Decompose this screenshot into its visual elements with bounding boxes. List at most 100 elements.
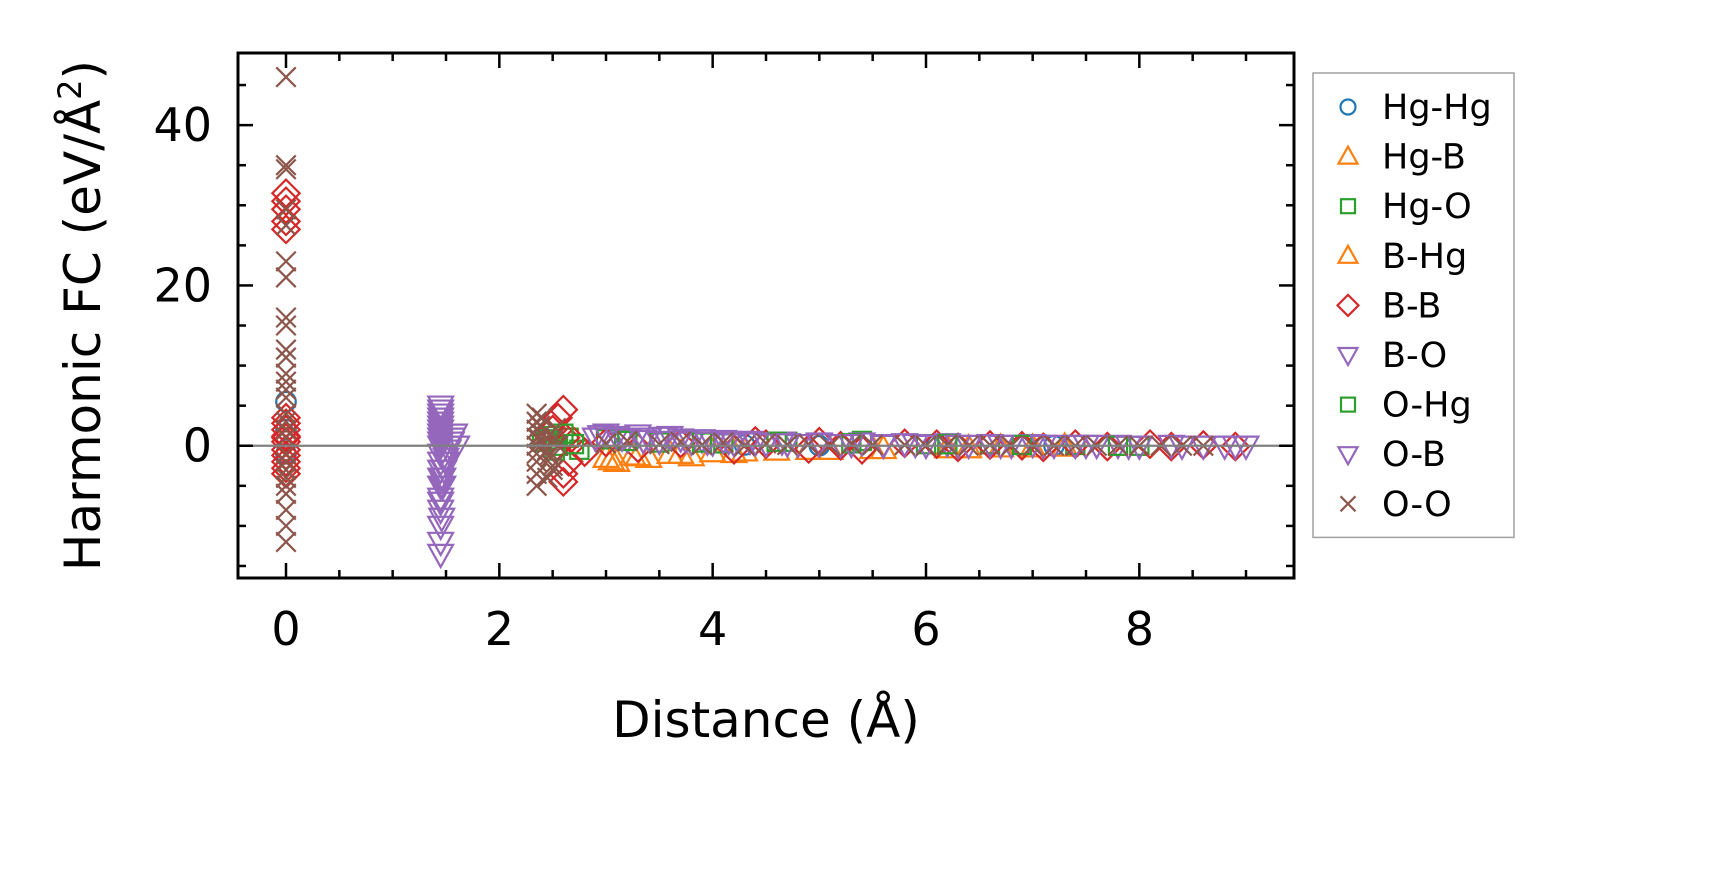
x-axis-label: Distance (Å) <box>612 691 920 749</box>
y-tick-label: 0 <box>183 419 212 473</box>
data-point <box>427 507 456 534</box>
data-point <box>275 387 297 409</box>
data-point <box>275 363 297 385</box>
legend: Hg-Hg Hg-B Hg-O B-Hg B-B B-O O-Hg O-B O-O <box>1312 72 1515 539</box>
data-point <box>270 414 302 445</box>
data-point <box>533 431 555 453</box>
data-point <box>1210 435 1239 462</box>
data-point <box>275 250 297 272</box>
data-point <box>275 158 297 180</box>
data-point <box>275 371 297 393</box>
data-point <box>563 433 585 455</box>
data-point <box>847 432 877 458</box>
legend-label: Hg-B <box>1382 138 1466 178</box>
data-point <box>741 432 770 458</box>
data-point <box>798 433 820 455</box>
legend-marker <box>1336 346 1360 368</box>
data-point <box>1092 431 1123 462</box>
data-point <box>548 394 579 425</box>
x-tick-label: 4 <box>698 602 727 656</box>
plot-frame <box>236 51 1296 580</box>
data-point <box>1189 435 1218 462</box>
data-point <box>275 214 297 236</box>
data-point <box>1071 434 1101 461</box>
data-point <box>426 491 455 518</box>
data-point <box>531 407 553 429</box>
data-point <box>428 475 458 502</box>
data-point <box>275 390 297 413</box>
data-point <box>542 459 564 481</box>
data-point <box>648 433 670 455</box>
data-point <box>275 475 297 497</box>
data-point <box>755 432 777 454</box>
legend-marker <box>1336 243 1360 264</box>
data-point <box>275 467 297 489</box>
y-tick-label: 20 <box>153 258 212 312</box>
legend-entry-hg-b: Hg-B <box>1336 138 1466 178</box>
legend-entry-o-b: O-B <box>1336 435 1446 475</box>
legend-marker <box>1339 98 1357 116</box>
data-point <box>586 425 615 451</box>
data-point <box>275 314 297 337</box>
data-point <box>426 499 455 526</box>
data-point <box>670 431 692 453</box>
legend-label: Hg-O <box>1382 187 1472 227</box>
data-point <box>793 433 824 465</box>
data-point <box>275 531 297 553</box>
y-axis-label-close: ) <box>54 60 112 80</box>
y-axis-label: Harmonic FC (eV/Å2) <box>51 60 112 571</box>
data-point <box>275 483 297 505</box>
data-point <box>545 417 567 439</box>
legend-label: O-B <box>1382 435 1446 475</box>
data-point <box>597 444 626 471</box>
legend-entry-hg-hg: Hg-Hg <box>1339 88 1492 128</box>
data-point <box>275 379 297 401</box>
data-point <box>270 206 302 237</box>
y-axis-label-superscript: 2 <box>51 79 89 99</box>
data-point <box>553 423 574 444</box>
legend-items: Hg-Hg Hg-B Hg-O B-Hg B-B B-O O-Hg O-B O-O <box>1335 88 1492 525</box>
axis-tick-labels: 0 2 4 6 8 0 20 40 <box>153 98 1154 656</box>
legend-marker <box>1336 446 1360 467</box>
data-point <box>840 433 862 455</box>
data-point <box>270 178 302 209</box>
data-point <box>275 154 297 176</box>
legend-marker <box>1339 198 1357 215</box>
data-point <box>1231 435 1261 462</box>
data-point <box>538 444 560 466</box>
axis-ticks <box>238 53 1294 578</box>
data-point <box>275 198 297 220</box>
data-point <box>921 428 952 460</box>
data-point <box>712 432 734 454</box>
legend-marker <box>1339 495 1357 513</box>
data-point <box>270 422 302 453</box>
data-point <box>677 440 706 467</box>
legend-label: O-O <box>1382 485 1452 525</box>
data-point <box>629 429 658 456</box>
data-point <box>270 214 302 245</box>
legend-entry-b-b: B-B <box>1335 286 1441 326</box>
data-point <box>270 446 302 477</box>
data-point <box>431 447 461 474</box>
y-axis-label-main: Harmonic FC (eV/Å <box>54 100 112 571</box>
x-tick-label: 6 <box>911 602 940 656</box>
x-tick-label: 8 <box>1125 602 1154 656</box>
legend-entry-b-o: B-O <box>1336 336 1447 376</box>
data-point <box>275 459 297 481</box>
data-point <box>1114 435 1143 462</box>
data-point <box>275 419 297 441</box>
data-points-layer <box>270 66 1261 570</box>
legend-label: B-Hg <box>1382 237 1467 277</box>
data-point <box>536 439 558 461</box>
data-point <box>1167 435 1197 462</box>
x-tick-label: 0 <box>271 602 300 656</box>
data-point <box>650 426 679 453</box>
data-point <box>275 515 297 537</box>
legend-label: O-Hg <box>1382 386 1472 426</box>
data-point <box>666 428 695 454</box>
data-point <box>275 411 297 433</box>
data-point <box>531 423 553 445</box>
data-point <box>434 435 464 462</box>
data-point <box>275 451 297 473</box>
